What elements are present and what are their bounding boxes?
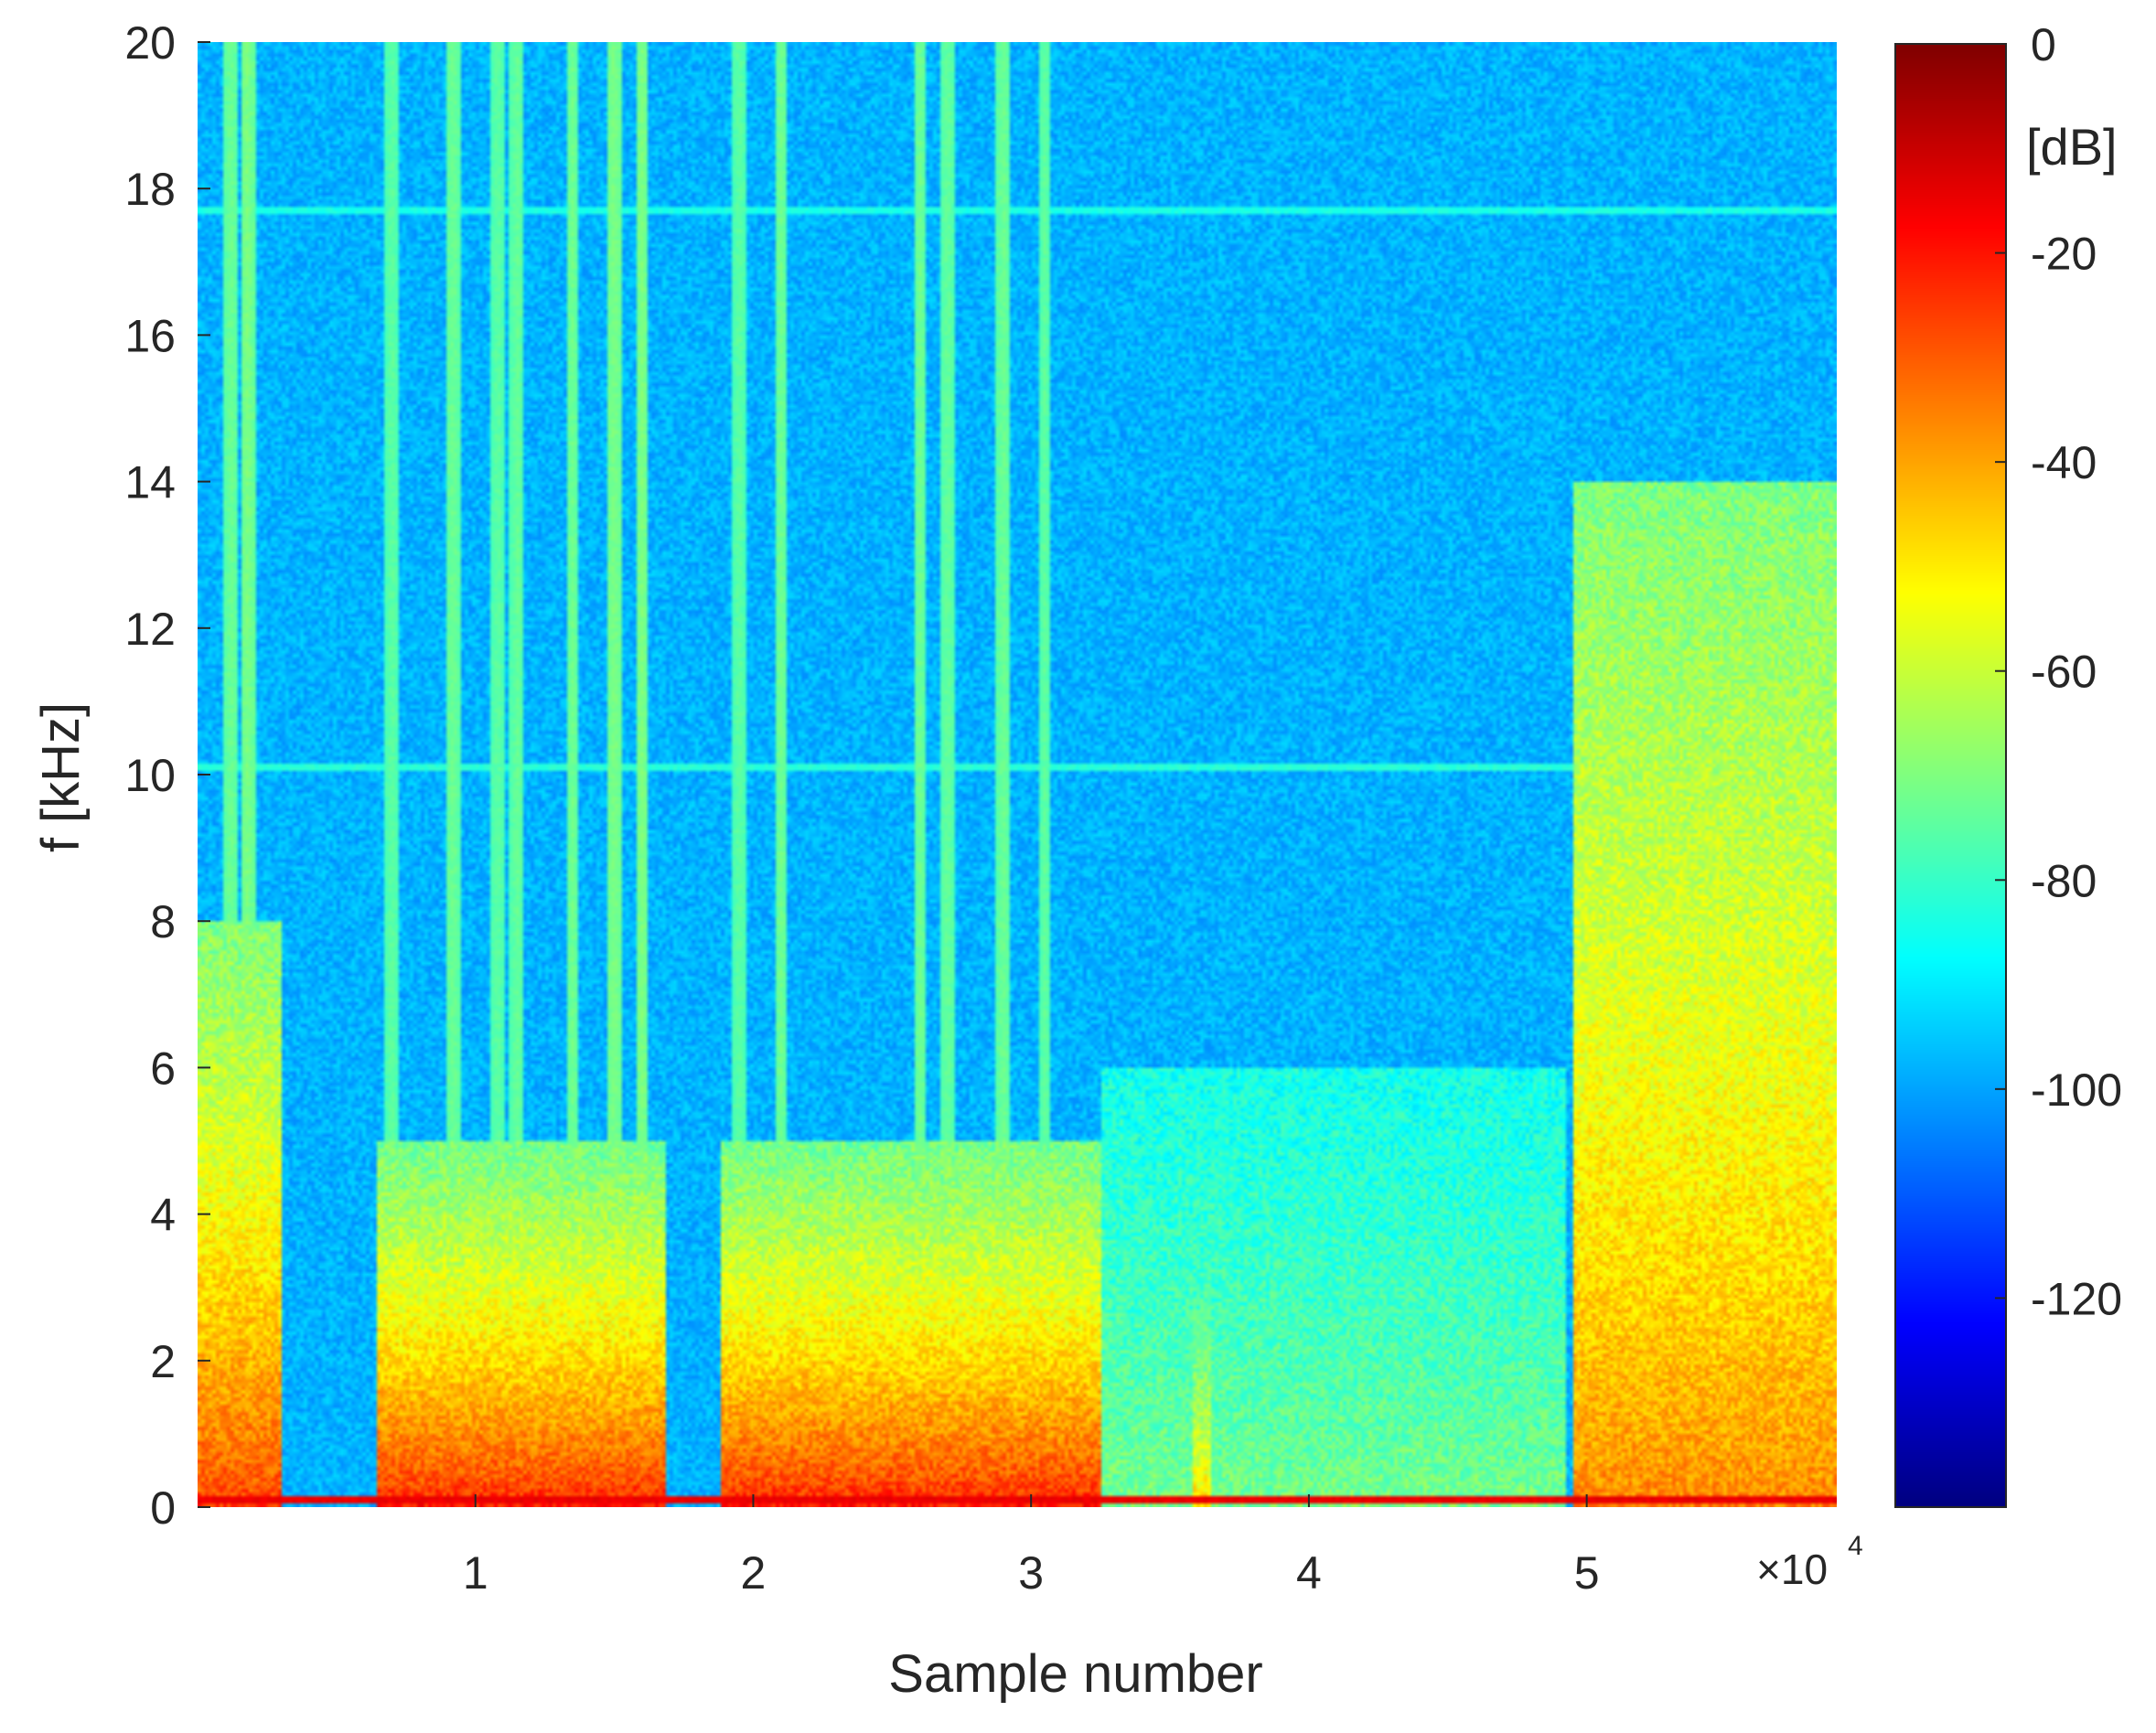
y-tick-label: 12 <box>124 604 176 655</box>
colorbar <box>1895 44 2006 1507</box>
x-exponent-power: 4 <box>1848 1531 1863 1561</box>
y-tick-label: 0 <box>150 1482 176 1534</box>
x-tick-label: 2 <box>741 1547 767 1599</box>
y-tick-label: 20 <box>124 17 176 69</box>
y-tick-label: 18 <box>124 164 176 215</box>
y-axis: 0 2 4 6 8 10 12 14 16 18 20 <box>124 17 210 1534</box>
y-tick-label: 8 <box>150 896 176 947</box>
y-tick-label: 2 <box>150 1336 176 1387</box>
y-axis-label: f [kHz] <box>31 702 91 852</box>
x-axis-label: Sample number <box>888 1644 1262 1704</box>
colorbar-tick-label: -80 <box>2031 855 2097 906</box>
y-tick-label: 10 <box>124 750 176 801</box>
colorbar-axis: 0 -20 -40 -60 -80 -100 -120 <box>1995 19 2122 1324</box>
y-tick-label: 16 <box>124 310 176 361</box>
y-tick-label: 6 <box>150 1043 176 1094</box>
spectrogram-image <box>198 42 1837 1507</box>
colorbar-tick-label: -20 <box>2031 229 2097 280</box>
x-axis: 1 2 3 4 5 <box>463 1494 1600 1599</box>
x-exponent-base: ×10 <box>1756 1546 1828 1593</box>
colorbar-label: [dB] <box>2026 118 2118 176</box>
x-tick-label: 4 <box>1296 1547 1322 1599</box>
colorbar-tick-label: -60 <box>2031 647 2097 698</box>
x-tick-label: 3 <box>1018 1547 1044 1599</box>
colorbar-tick-label: 0 <box>2031 19 2056 70</box>
colorbar-tick-label: -40 <box>2031 437 2097 488</box>
colorbar-tick-label: -100 <box>2031 1064 2122 1116</box>
y-tick-label: 4 <box>150 1190 176 1241</box>
x-tick-label: 1 <box>463 1547 488 1599</box>
x-tick-label: 5 <box>1574 1547 1600 1599</box>
colorbar-tick-label: -120 <box>2031 1273 2122 1324</box>
y-tick-label: 14 <box>124 457 176 508</box>
colorbar-border <box>1894 43 2007 1508</box>
